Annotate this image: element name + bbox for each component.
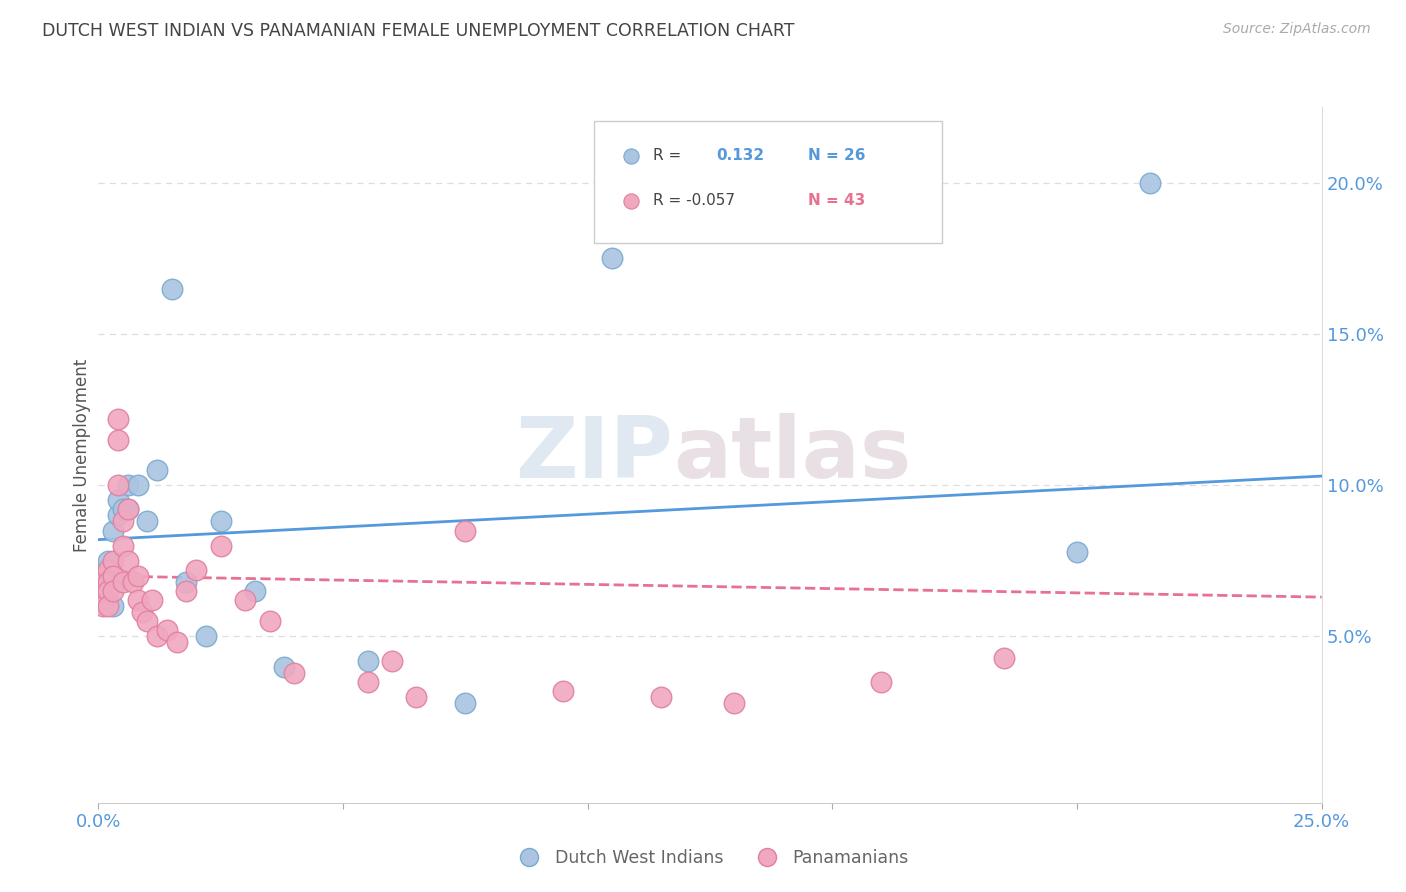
Text: R = -0.057: R = -0.057 xyxy=(652,194,734,209)
Point xyxy=(136,615,159,629)
Point xyxy=(273,659,295,673)
Point xyxy=(91,574,114,589)
Point xyxy=(650,690,672,704)
Point xyxy=(107,493,129,508)
Legend: Dutch West Indians, Panamanians: Dutch West Indians, Panamanians xyxy=(505,842,915,874)
Point xyxy=(723,696,745,710)
Point xyxy=(117,502,139,516)
Point xyxy=(600,252,623,266)
Point xyxy=(101,574,124,589)
Point xyxy=(127,593,149,607)
Text: R =: R = xyxy=(652,148,681,163)
Point xyxy=(131,605,153,619)
Text: N = 26: N = 26 xyxy=(808,148,865,163)
Text: Source: ZipAtlas.com: Source: ZipAtlas.com xyxy=(1223,22,1371,37)
Point xyxy=(101,584,124,599)
Point xyxy=(381,654,404,668)
Point xyxy=(107,508,129,523)
Point xyxy=(117,502,139,516)
Point xyxy=(91,599,114,614)
Point xyxy=(117,478,139,492)
Point xyxy=(91,569,114,583)
Text: atlas: atlas xyxy=(673,413,911,497)
Point xyxy=(127,569,149,583)
Text: ZIP: ZIP xyxy=(516,413,673,497)
Point xyxy=(111,502,134,516)
Point xyxy=(91,563,114,577)
Point xyxy=(870,674,893,689)
Point xyxy=(107,411,129,425)
Point xyxy=(209,539,232,553)
Point xyxy=(1139,176,1161,190)
FancyBboxPatch shape xyxy=(593,121,942,243)
Point xyxy=(160,281,183,295)
Point xyxy=(97,599,120,614)
Point xyxy=(111,539,134,553)
Point xyxy=(97,584,120,599)
Point xyxy=(146,463,169,477)
Point xyxy=(136,515,159,529)
Point xyxy=(405,690,427,704)
Point xyxy=(141,593,163,607)
Point xyxy=(91,574,114,589)
Point xyxy=(107,433,129,447)
Point xyxy=(91,584,114,599)
Point xyxy=(101,524,124,538)
Point xyxy=(121,574,143,589)
Point xyxy=(186,563,208,577)
Point xyxy=(127,478,149,492)
Point xyxy=(356,674,378,689)
Point xyxy=(233,593,256,607)
Point xyxy=(107,478,129,492)
Point xyxy=(117,554,139,568)
Point xyxy=(195,629,218,643)
Point xyxy=(111,574,134,589)
Point xyxy=(97,563,120,577)
Point xyxy=(259,615,281,629)
Text: 0.132: 0.132 xyxy=(716,148,765,163)
Point xyxy=(243,584,266,599)
Point xyxy=(156,624,179,638)
Point xyxy=(97,584,120,599)
Text: N = 43: N = 43 xyxy=(808,194,865,209)
Text: DUTCH WEST INDIAN VS PANAMANIAN FEMALE UNEMPLOYMENT CORRELATION CHART: DUTCH WEST INDIAN VS PANAMANIAN FEMALE U… xyxy=(42,22,794,40)
Point xyxy=(111,515,134,529)
Point xyxy=(176,584,198,599)
Point xyxy=(553,684,575,698)
Point xyxy=(101,599,124,614)
Point xyxy=(283,665,305,680)
Y-axis label: Female Unemployment: Female Unemployment xyxy=(73,359,91,551)
Point xyxy=(209,515,232,529)
Point xyxy=(1066,545,1088,559)
Point xyxy=(97,554,120,568)
Point xyxy=(454,524,477,538)
Point xyxy=(101,569,124,583)
Point xyxy=(356,654,378,668)
Point xyxy=(146,629,169,643)
Point xyxy=(101,554,124,568)
Point xyxy=(454,696,477,710)
Point xyxy=(176,574,198,589)
Point xyxy=(97,574,120,589)
Point xyxy=(166,635,188,649)
Point xyxy=(993,650,1015,665)
